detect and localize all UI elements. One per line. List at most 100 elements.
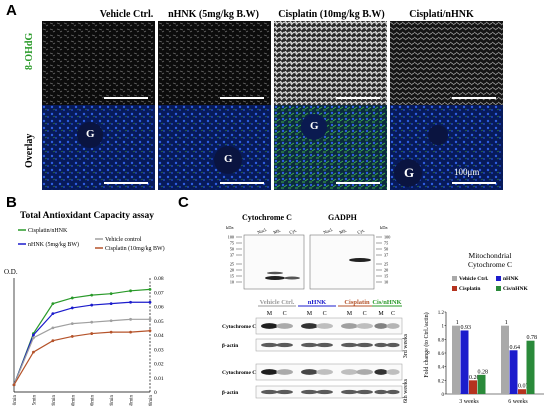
x-tick-label: 90min [91,395,96,406]
bar [526,340,535,394]
blot-band [276,323,293,329]
data-point [109,330,113,334]
blot-band [386,369,400,375]
x-tick-label: 150min [130,395,135,406]
tac-legend: Cisplatin/nHNK Vehicle control nHNK (5mg… [18,228,165,252]
bar-value-label: 0.78 [527,335,538,341]
cytc-band-mit-upper [267,271,283,275]
fraction-label: Nucl. [257,227,268,235]
blot-band [374,323,388,329]
bar-y-tick-label: 0 [442,393,445,398]
mw-marker-label: 75 [230,241,234,246]
y-tick-label: 0.07 [154,290,164,296]
fraction-label: Nucl. [323,227,334,235]
group-headers: Vehicle Ctrl. nHNK Cisplatin Cis/nHNK [258,299,402,307]
blot-band [301,323,318,329]
mw-marker-label: 10 [384,280,388,285]
legend-swatch [496,286,501,291]
bar-value-label: 0.07 [518,384,529,390]
y-tick-label: 0.01 [154,376,164,382]
series-line [13,301,150,386]
row-label-8ohdg: 8-OHdG [24,32,35,70]
y-tick-label: 0.03 [154,347,164,353]
bar-y-axis-label: Fold change (to Ctrl./actin) [423,312,430,377]
mw-marker-label: 75 [384,241,388,246]
bar-y-tick-label: 0.8 [438,338,445,343]
blot-band [276,369,293,375]
micrograph-8ohdg-cisplatin [274,21,387,106]
blot-band [316,389,333,395]
glomerulus-label: G [224,153,233,165]
legend-label: Cis/nHNK [503,286,528,292]
x-tick-label: 20min [52,395,57,406]
mc-label-c: C [363,311,367,317]
micrograph-8ohdg-cis-nhnk [390,21,503,106]
scale-bar [336,182,380,184]
blot-band [386,323,400,329]
bar [518,389,526,394]
blot-band [301,342,318,348]
scale-bar [452,182,496,184]
scale-bar [336,97,380,99]
data-point [70,322,74,325]
mito-cytc-bar-chart: Mitochondrial Cytochrome C Fold change (… [423,251,544,405]
mw-marker-label: 100 [384,235,390,240]
scale-bar [220,182,264,184]
mw-marker-label: 50 [384,247,388,252]
bar-y-tick-label: 0.6 [438,352,445,357]
mc-label-c: C [391,311,395,317]
panel-b-letter: B [6,194,17,211]
mc-label-m: M [378,311,384,317]
blot-band [374,389,388,395]
tac-plot-area: 0 0.01 0.02 0.03 0.04 0.05 0.06 0.07 0.08 0min 5mi… [12,276,164,406]
blot-bands [255,317,403,399]
bar-value-label: 0.20 [469,375,480,381]
micrograph-overlay-cisplatin: G [274,105,387,190]
x-tick-label: 0min [13,395,18,406]
y-tick-label: 0.04 [154,333,164,339]
y-tick-label: 0.08 [154,276,164,282]
blot-band [316,323,333,329]
mw-marker-label: 15 [384,274,388,279]
kda-label-left: kDa [226,225,234,230]
blot-band [276,389,293,395]
data-point [90,303,94,307]
cytochrome-c-membrane [243,234,305,290]
blot-title-gadph: GADPH [328,213,357,222]
legend-swatch [452,276,457,281]
blot-band [261,369,278,375]
x-tick-label: 5min [32,395,37,406]
data-point [148,329,152,333]
data-point [129,317,132,321]
legend-cisplatin: Cisplatin (10mg/kg BW) [105,245,165,252]
mw-marker-label: 20 [384,268,388,273]
data-point [129,300,132,304]
data-point [148,288,152,291]
week-label-3: 3rd weeks [403,333,409,358]
blot-row-labels: Cytochrome C β-actin Cytochrome C β-actin [222,324,256,396]
fraction-label: Cyt. [289,228,298,235]
bar-chart-title-1: Mitochondrial [469,251,512,260]
bar-chart-title-2: Cytochrome C [468,260,512,269]
data-point [51,326,55,330]
blot-row-label: Cytochrome C [222,324,256,330]
legend-label: Cisplatin [459,286,480,292]
legend-nhnk: nHNK (5mg/kg BW) [28,241,79,248]
micrograph-8ohdg-nhnk [158,21,271,106]
blot-band [301,369,318,375]
y-tick-label: 0 [154,390,157,396]
scale-bar [220,97,264,99]
glomerulus-label: G [310,120,319,132]
mw-marker-label: 50 [230,247,234,252]
kda-label-right: kDa [380,225,388,230]
data-point [70,296,74,300]
scale-bar [452,97,496,99]
blot-band [386,389,400,395]
mc-label-c: C [323,311,327,317]
blot-band [261,342,278,348]
blot-band [341,342,358,348]
